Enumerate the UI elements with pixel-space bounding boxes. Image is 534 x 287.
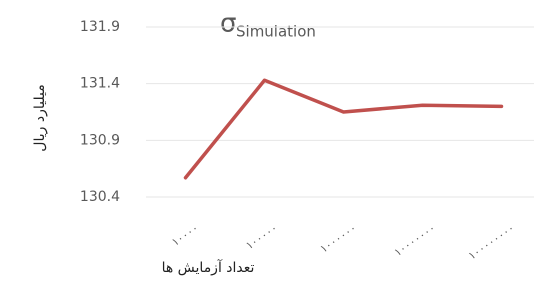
x-axis-label: تعداد آزمایش ها — [162, 259, 255, 276]
chart: σ Simulation میلیارد ریال تعداد آزمایش ه… — [0, 0, 534, 287]
y-tick-label: 130.4 — [80, 189, 120, 205]
x-tick-label: ۱۰۰۰۰۰۰۰۰ — [466, 221, 517, 262]
chart-title-subscript: Simulation — [236, 23, 316, 41]
x-tick-label: ۱۰۰۰۰۰ — [243, 221, 279, 252]
y-tick-label: 131.9 — [80, 19, 120, 35]
line — [186, 80, 502, 177]
y-axis-label: میلیارد ریال — [32, 84, 48, 151]
chart-title: σ — [220, 9, 236, 39]
y-tick-label: 131.4 — [80, 76, 120, 92]
x-tick-label: ۱۰۰۰۰۰۰۰ — [392, 221, 438, 259]
x-tick-label: ۱۰۰۰۰ — [169, 221, 201, 249]
x-tick-label: ۱۰۰۰۰۰۰ — [318, 221, 359, 255]
y-tick-label: 130.9 — [80, 132, 120, 148]
